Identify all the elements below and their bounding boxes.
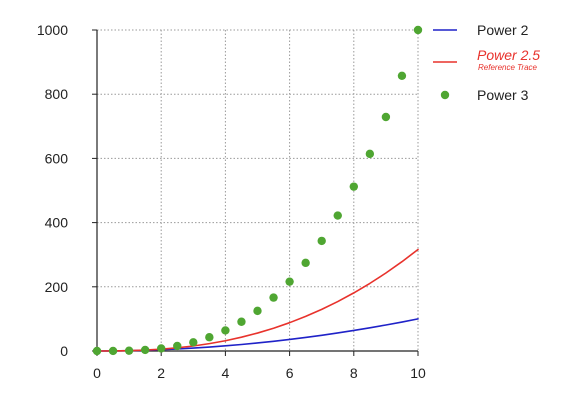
legend-swatch-marker xyxy=(440,90,450,100)
y-tick-label: 1000 xyxy=(37,22,68,38)
x-tick-label: 8 xyxy=(350,365,358,381)
y-tick-label: 600 xyxy=(45,150,69,166)
scatter-point xyxy=(205,333,214,342)
y-tick-label: 200 xyxy=(45,279,69,295)
legend-label: Power 2 xyxy=(477,22,529,38)
scatter-point xyxy=(140,345,150,355)
legend-label: Power 3 xyxy=(477,87,529,103)
legend-sublabel: Reference Trace xyxy=(478,63,538,72)
scatter-point xyxy=(349,182,358,191)
scatter-point xyxy=(221,326,230,335)
x-tick-label: 0 xyxy=(93,365,101,381)
scatter-point xyxy=(333,211,342,220)
x-tick-label: 6 xyxy=(286,365,294,381)
scatter-point xyxy=(397,71,407,80)
x-tick-label: 4 xyxy=(222,365,230,381)
scatter-point xyxy=(301,258,310,268)
scatter-point xyxy=(253,306,262,316)
y-tick-label: 400 xyxy=(45,215,69,231)
scatter-point xyxy=(237,317,246,326)
series-line-2 xyxy=(96,248,419,352)
legend-label: Power 2.5 xyxy=(477,47,540,63)
scatter-point xyxy=(413,25,423,35)
scatter-point xyxy=(124,346,134,355)
scatter-point xyxy=(189,338,198,347)
scatter-point xyxy=(381,112,391,122)
scatter-point xyxy=(92,346,102,356)
scatter-point xyxy=(285,277,294,286)
plot-area xyxy=(92,25,423,356)
axes xyxy=(92,29,419,356)
scatter-point xyxy=(317,236,326,246)
y-tick-label: 0 xyxy=(60,343,68,359)
x-tick-label: 2 xyxy=(157,365,165,381)
x-tick-label: 10 xyxy=(410,365,426,381)
scatter-point xyxy=(157,344,166,353)
y-tick-label: 800 xyxy=(45,86,69,102)
grid xyxy=(97,29,419,351)
scatter-point xyxy=(269,293,278,302)
scatter-point xyxy=(365,149,375,159)
scatter-point xyxy=(108,346,118,356)
tick-labels: 0 2 4 6 8 10 0 200 400 600 800 1000 xyxy=(37,22,426,381)
scatter-point xyxy=(173,341,182,351)
